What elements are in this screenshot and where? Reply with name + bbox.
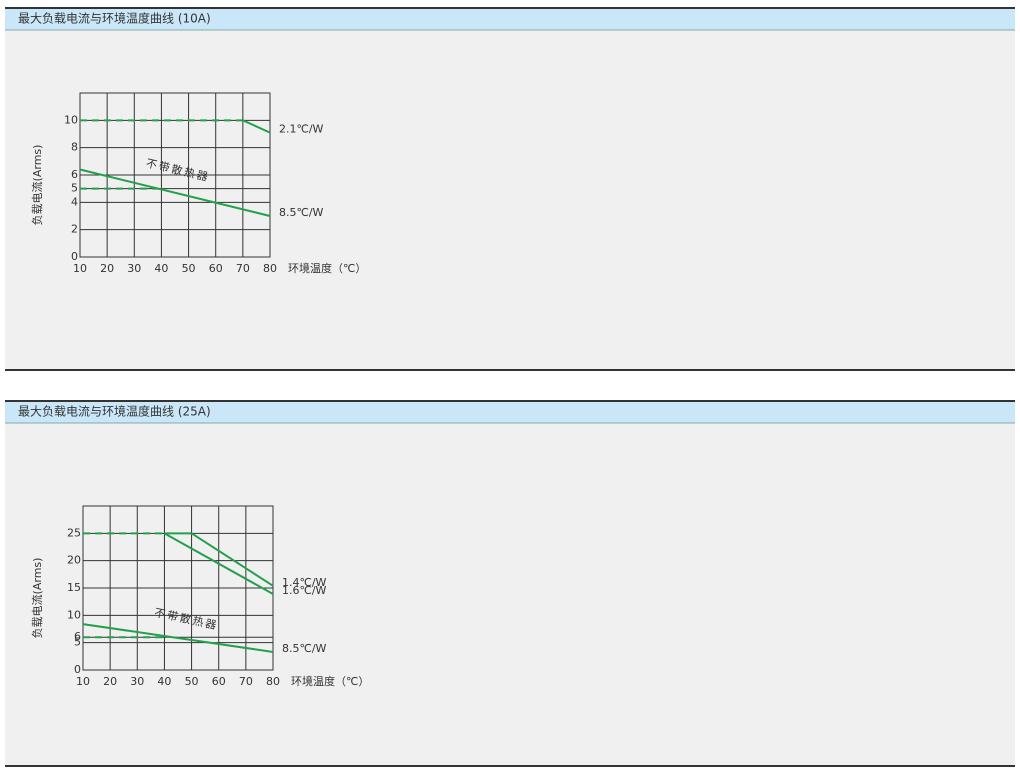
y-tick-label: 0: [71, 250, 78, 263]
x-tick-label: 70: [239, 675, 253, 688]
x-axis-label: 环境温度（℃）: [291, 674, 369, 688]
x-tick-label: 20: [103, 675, 117, 688]
series-line: [82, 623, 274, 653]
x-tick-label: 30: [130, 675, 144, 688]
x-axis-label: 环境温度（℃）: [288, 261, 366, 275]
x-tick-label: 60: [212, 675, 226, 688]
x-tick-label: 50: [185, 675, 199, 688]
y-tick-label: 0: [74, 663, 81, 676]
panel-title: 最大负载电流与环境温度曲线 (25A): [18, 404, 211, 419]
series-label: 8.5℃/W: [279, 206, 324, 219]
y-axis-label: 负载电流(Arms): [30, 558, 44, 639]
x-tick-label: 40: [154, 262, 168, 275]
x-tick-label: 80: [266, 675, 280, 688]
y-tick-label: 2: [71, 223, 78, 236]
y-tick-label: 25: [67, 526, 81, 539]
x-tick-label: 60: [209, 262, 223, 275]
y-tick-label: 4: [71, 195, 78, 208]
panel-header: [5, 8, 1015, 30]
series-line: [191, 532, 274, 587]
panel-title: 最大负载电流与环境温度曲线 (10A): [18, 11, 211, 26]
x-tick-label: 80: [263, 262, 277, 275]
panel: [5, 401, 1015, 766]
y-tick-label: 5: [71, 182, 78, 195]
series-label: 8.5℃/W: [282, 642, 327, 655]
y-tick-label: 10: [67, 608, 81, 621]
y-axis-label: 负载电流(Arms): [30, 145, 44, 226]
y-tick-label: 20: [67, 554, 81, 567]
y-tick-label: 6: [74, 630, 81, 643]
y-tick-label: 5: [74, 636, 81, 649]
series-line: [79, 168, 271, 217]
series-line: [163, 532, 274, 595]
x-tick-label: 40: [157, 675, 171, 688]
x-tick-label: 30: [127, 262, 141, 275]
series-label: 1.4℃/W: [282, 576, 327, 589]
series-line: [242, 119, 271, 134]
x-tick-label: 10: [73, 262, 87, 275]
y-tick-label: 6: [71, 168, 78, 181]
series-label: 1.6℃/W: [282, 584, 327, 597]
y-tick-label: 10: [64, 113, 78, 126]
y-tick-label: 15: [67, 581, 81, 594]
x-tick-label: 70: [236, 262, 250, 275]
panel-header: [5, 401, 1015, 423]
y-tick-label: 8: [71, 141, 78, 154]
x-tick-label: 50: [182, 262, 196, 275]
x-tick-label: 10: [76, 675, 90, 688]
series-label: 2.1℃/W: [279, 123, 324, 136]
x-tick-label: 20: [100, 262, 114, 275]
